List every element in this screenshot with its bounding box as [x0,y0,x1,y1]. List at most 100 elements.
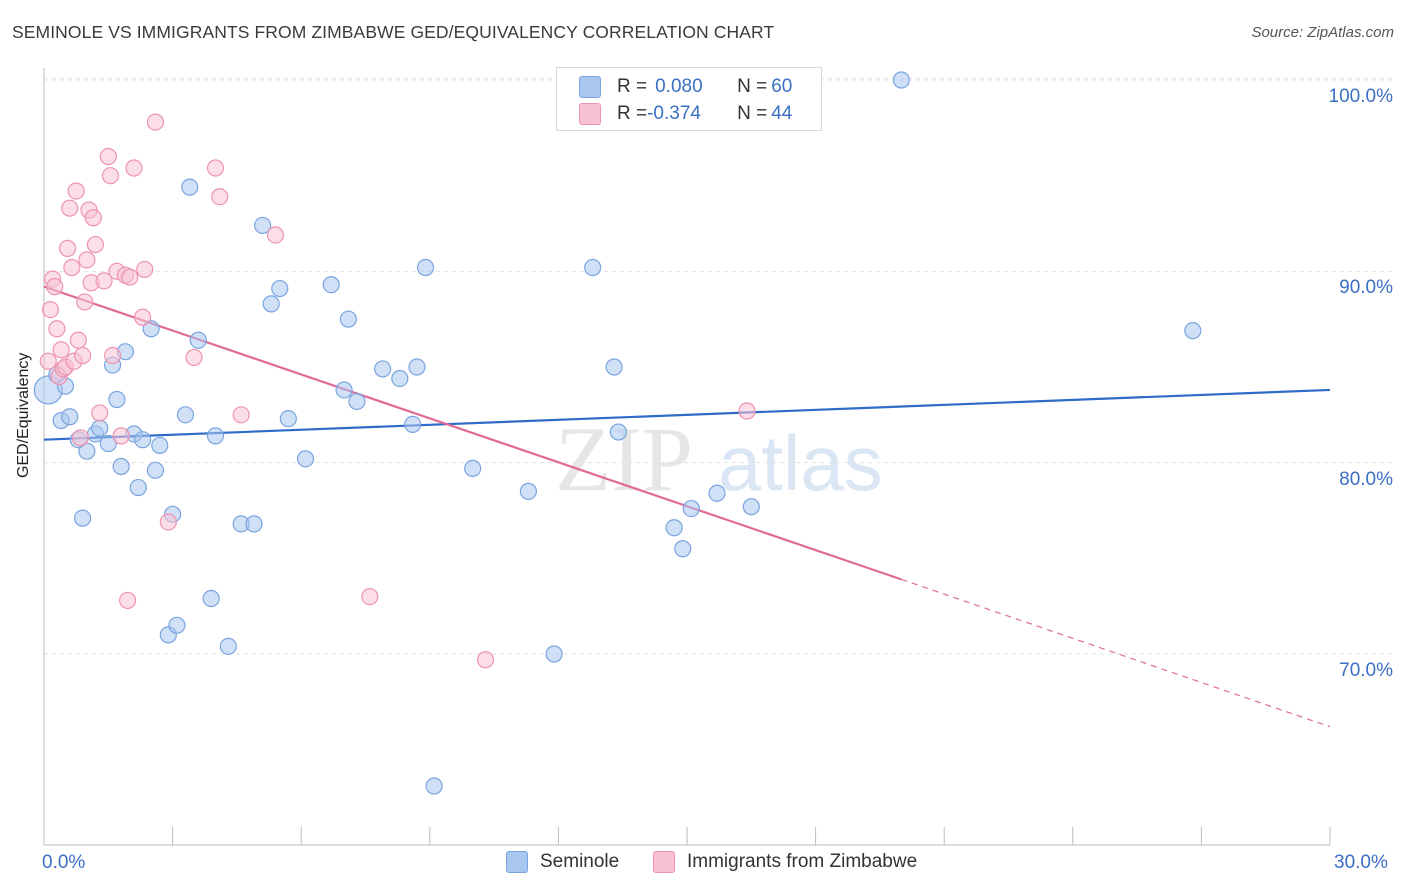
point-seminole [322,276,340,294]
point-seminole [464,459,482,478]
point-zimbabwe [146,113,165,131]
trend-lines [43,285,1331,728]
legend-swatch-seminole [506,851,528,873]
point-seminole [892,71,910,89]
point-seminole [1184,322,1202,340]
point-seminole [584,258,602,277]
point-seminole [296,450,315,468]
point-seminole [254,216,272,235]
point-zimbabwe [69,331,87,349]
point-seminole [73,509,92,527]
trend-zimbabwe-extension [901,578,1331,728]
legend-swatch-seminole [579,76,601,98]
chart-title: SEMINOLE VS IMMIGRANTS FROM ZIMBABWE GED… [12,22,775,42]
point-zimbabwe [101,167,120,185]
legend-swatch-zimbabwe [579,103,601,125]
point-seminole [742,498,760,516]
source-label: Source: ZipAtlas.com [1251,24,1394,41]
r-value: 0.080 [655,76,703,97]
point-seminole [245,515,263,533]
trend-zimbabwe [43,285,902,581]
point-zimbabwe [112,427,130,445]
correlation-legend: R = 0.080 N = 60 R = -0.374 N = 44 [556,67,822,131]
y-tick-label: 90.0% [1339,277,1393,299]
legend-row-seminole: R = 0.080 N = 60 [579,75,792,99]
point-zimbabwe [61,199,79,217]
point-zimbabwe [63,258,81,277]
point-seminole [609,423,628,441]
point-seminole [682,499,700,518]
point-seminole [708,484,726,502]
point-zimbabwe [84,209,102,227]
point-seminole [202,589,220,608]
n-value: 60 [771,76,793,97]
point-zimbabwe [76,293,94,311]
r-label: R = [617,76,648,97]
point-zimbabwe [159,513,177,531]
axes [43,68,1331,846]
point-seminole [335,381,353,399]
n-label: N = [737,103,768,124]
point-seminole [339,310,357,328]
point-seminole [391,369,409,388]
point-seminole [262,295,280,313]
point-zimbabwe [41,301,60,319]
r-value: -0.374 [647,103,701,124]
point-seminole [374,360,392,378]
point-zimbabwe [232,406,250,424]
point-seminole [61,408,79,426]
n-value: 44 [771,103,793,124]
point-zimbabwe [99,147,117,166]
point-seminole [189,331,207,349]
point-seminole [168,616,186,634]
point-seminole [129,478,147,497]
point-seminole [133,431,152,449]
point-zimbabwe [738,402,756,420]
point-seminole [279,410,297,428]
point-zimbabwe [133,308,152,326]
point-seminole [108,390,126,409]
point-seminole [605,358,623,376]
point-seminole [674,540,692,558]
point-zimbabwe [361,587,379,606]
point-zimbabwe [73,346,92,365]
legend-swatch-zimbabwe [653,851,675,873]
point-seminole [519,482,537,500]
point-zimbabwe [266,226,285,244]
point-seminole [146,461,165,479]
point-zimbabwe [118,591,137,610]
x-tick-label: 0.0% [42,852,86,873]
watermark-zip: ZIP [555,408,693,510]
legend-label-seminole: Seminole [540,851,620,872]
point-zimbabwe [211,188,229,206]
point-seminole [408,358,426,376]
y-tick-label: 100.0% [1328,86,1393,107]
point-zimbabwe [86,235,105,254]
trend-seminole [43,388,1331,441]
legend-item-seminole[interactable]: Seminole [506,851,619,873]
point-zimbabwe [46,278,64,296]
point-seminole [99,434,117,453]
point-seminole [151,436,169,455]
point-zimbabwe [476,651,495,669]
point-zimbabwe [58,239,77,257]
legend-row-zimbabwe: R = -0.374 N = 44 [579,102,792,126]
point-seminole [348,392,366,411]
point-seminole [112,457,130,476]
point-seminole [181,178,199,196]
point-seminole [404,415,422,433]
point-zimbabwe [39,352,57,370]
point-zimbabwe [48,320,66,338]
point-zimbabwe [52,341,70,359]
r-label: R = [617,103,648,124]
point-zimbabwe [91,404,109,422]
point-zimbabwe [67,182,85,200]
point-zimbabwe [78,251,96,269]
point-zimbabwe [121,268,139,286]
legend-item-zimbabwe[interactable]: Immigrants from Zimbabwe [653,851,917,873]
point-seminole [176,406,195,424]
grid-lines [44,77,1392,655]
point-zimbabwe [125,159,143,177]
point-zimbabwe [71,429,90,447]
